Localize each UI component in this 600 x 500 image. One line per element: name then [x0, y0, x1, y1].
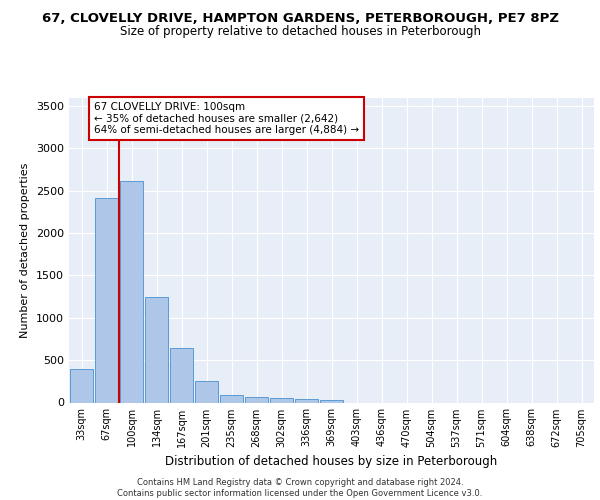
Bar — [120, 182, 143, 402]
Text: Size of property relative to detached houses in Peterborough: Size of property relative to detached ho… — [119, 25, 481, 38]
Text: Contains HM Land Registry data © Crown copyright and database right 2024.
Contai: Contains HM Land Registry data © Crown c… — [118, 478, 482, 498]
Bar — [70, 370, 93, 402]
Bar — [145, 298, 168, 403]
Bar — [195, 381, 218, 402]
Text: 67, CLOVELLY DRIVE, HAMPTON GARDENS, PETERBOROUGH, PE7 8PZ: 67, CLOVELLY DRIVE, HAMPTON GARDENS, PET… — [41, 12, 559, 26]
Y-axis label: Number of detached properties: Number of detached properties — [20, 162, 31, 338]
Bar — [95, 198, 118, 402]
Bar — [220, 395, 243, 402]
Bar — [320, 400, 343, 402]
Bar — [270, 398, 293, 402]
X-axis label: Distribution of detached houses by size in Peterborough: Distribution of detached houses by size … — [166, 455, 497, 468]
Bar — [170, 348, 193, 403]
Bar — [245, 398, 268, 402]
Text: 67 CLOVELLY DRIVE: 100sqm
← 35% of detached houses are smaller (2,642)
64% of se: 67 CLOVELLY DRIVE: 100sqm ← 35% of detac… — [94, 102, 359, 136]
Bar — [295, 399, 318, 402]
